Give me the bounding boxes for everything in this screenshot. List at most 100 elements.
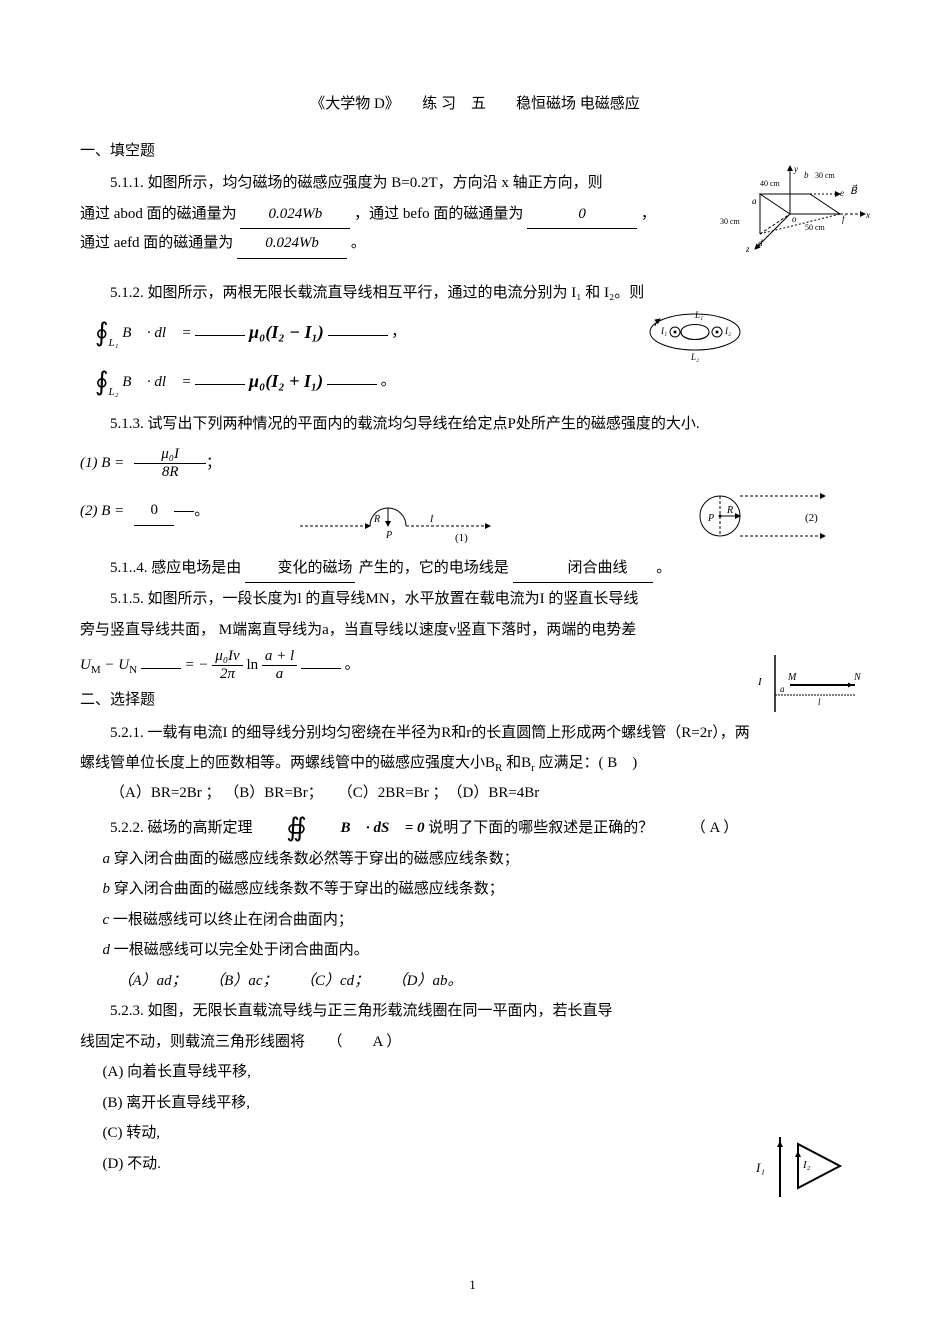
svg-text:I₁: I₁ <box>755 1160 765 1175</box>
p513-1-num: μ₀I <box>158 446 182 464</box>
p512-ans2: μ₀(I₂ + I₁) <box>249 360 323 403</box>
svg-text:L₂: L₂ <box>690 352 699 362</box>
p515-frac2: a + l a <box>262 648 297 682</box>
svg-text:d: d <box>758 238 763 248</box>
svg-text:R: R <box>373 514 380 525</box>
figure-513-2-svg: P R (2) <box>675 486 845 546</box>
section-1-heading: 一、填空题 <box>80 137 870 166</box>
figure-515-svg: I M N a l <box>750 650 870 720</box>
p511-text-c2: 。 <box>351 235 366 251</box>
oiint-icon: ∯ <box>256 815 307 841</box>
p511-ans2: 0 <box>527 200 637 230</box>
p-513: 5.1.3. 试写出下列两种情况的平面内的载流均匀导线在给定点P处所产生的磁感强… <box>80 410 870 439</box>
figure-513-1: R P I (1) <box>290 486 510 546</box>
svg-text:e: e <box>840 188 844 198</box>
svg-text:I₂: I₂ <box>802 1159 811 1171</box>
figure-523: I₁ I₂ <box>750 1132 860 1202</box>
p514-c: 。 <box>656 560 671 576</box>
svg-text:B⃗: B⃗ <box>850 184 858 197</box>
figure-513-2: P R (2) <box>675 486 845 546</box>
svg-text:I₂: I₂ <box>724 326 731 336</box>
p511-text-c1: 通过 aefd 面的磁通量为 <box>80 235 233 251</box>
p-512: 5.1.2. 如图所示，两根无限长载流直导线相互平行，通过的电流分别为 I₁ 和… <box>80 279 870 308</box>
p513-text: 5.1.3. 试写出下列两种情况的平面内的载流均匀导线在给定点P处所产生的磁感强… <box>110 416 700 432</box>
p512-eq2: ∮L₂ B⃗ · dl⃗ = μ₀(I₂ + I₁) 。 <box>95 360 870 405</box>
svg-text:f: f <box>842 214 846 224</box>
p521-choices: （A）BR=2Br ； （B）BR=Br； （C）2BR=Br ； （D）BR=… <box>110 779 870 808</box>
svg-text:a: a <box>780 684 785 694</box>
oint-icon: ∮ <box>95 320 109 346</box>
p511-text-a: 5.1.1. 如图所示，均匀磁场的磁感应强度为 B=0.2T，方向沿 x 轴正方… <box>110 175 603 191</box>
p513-1: (1) B = μ₀I 8R ； <box>80 446 870 480</box>
p511-ans3: 0.024Wb <box>237 229 347 259</box>
svg-text:y: y <box>793 164 798 174</box>
figure-515: I M N a l <box>750 650 870 720</box>
p513-1-ans: μ₀I 8R <box>158 446 182 480</box>
svg-text:P: P <box>707 513 714 524</box>
p511-text-b3: ， <box>641 206 656 222</box>
p-523-a: 5.2.3. 如图，无限长直载流导线与正三角形载流线圈在同一平面内，若长直导 <box>80 997 720 1026</box>
p515-frac1: μ₀Iv 2π <box>212 648 242 682</box>
p513-2-lbl: (2) B = <box>80 497 124 526</box>
p514-b: 产生的，它的电场线是 <box>359 560 509 576</box>
svg-text:L₁: L₁ <box>694 310 703 320</box>
p-511-line2: 通过 abod 面的磁通量为 0.024Wb ，通过 befo 面的磁通量为 0… <box>80 200 720 230</box>
svg-text:I: I <box>429 514 434 525</box>
svg-text:30 cm: 30 cm <box>815 171 836 180</box>
p512-bdl: B⃗ · dl⃗ = <box>122 315 191 351</box>
svg-text:z: z <box>745 244 750 254</box>
p515-UM: UM − UN <box>80 649 137 682</box>
figure-512-svg: I₁ I₂ L₁ L₂ <box>635 304 765 364</box>
p513-1-den: 8R <box>158 464 182 481</box>
p513-1-lbl: (1) B = <box>80 449 124 478</box>
svg-text:I₁: I₁ <box>660 326 667 336</box>
svg-text:I: I <box>757 676 763 688</box>
p523-A: (A) 向着长直导线平移, <box>103 1058 871 1087</box>
figure-523-svg: I₁ I₂ <box>750 1132 860 1202</box>
p511-text-b1: 通过 abod 面的磁通量为 <box>80 206 237 222</box>
p522-opt-b: b 穿入闭合曲面的磁感应线条数不等于穿出的磁感应线条数； <box>103 875 871 904</box>
p522-opt-d: d 一根磁感线可以完全处于闭合曲面内。 <box>103 936 871 965</box>
svg-text:N: N <box>853 672 862 683</box>
figure-513-1-svg: R P I (1) <box>290 486 510 546</box>
p512-end1: ， <box>391 324 406 340</box>
p522-choices: （A）ad； （B）ac； （C）cd； （D）ab。 <box>118 967 871 996</box>
p514-ans1: 变化的磁场 <box>245 554 355 584</box>
p512-l2: L₂ <box>109 379 119 405</box>
p512-l1: L₁ <box>109 330 119 356</box>
p-521-b: 螺线管单位长度上的匝数相等。两螺线管中的磁感应强度大小BR 和Br 应满足：( … <box>80 749 870 779</box>
figure-512-loops: I₁ I₂ L₁ L₂ <box>635 304 765 364</box>
p512-bdl2: B⃗ · dl⃗ = <box>122 364 191 400</box>
p513-1-end: ； <box>206 449 221 478</box>
svg-text:x: x <box>865 210 870 220</box>
svg-text:o: o <box>792 214 797 224</box>
p-511-line1: 5.1.1. 如图所示，均匀磁场的磁感应强度为 B=0.2T，方向沿 x 轴正方… <box>80 169 720 198</box>
p514-a: 5.1..4. 感应电场是由 <box>110 560 241 576</box>
svg-text:(2): (2) <box>805 512 818 524</box>
oint-icon: ∮ <box>95 369 109 395</box>
p511-ans1: 0.024Wb <box>240 200 350 230</box>
page-title: 《大学物 D》 练 习 五 稳恒磁场 电磁感应 <box>80 90 870 119</box>
svg-text:30 cm: 30 cm <box>720 217 741 226</box>
svg-text:(1): (1) <box>455 532 468 544</box>
svg-text:l: l <box>818 697 821 707</box>
p513-2-end: 。 <box>194 497 209 526</box>
p-515-b: 旁与竖直导线共面， M端离直导线为a，当直导线以速度v竖直下落时，两端的电势差 <box>80 616 720 645</box>
p512-text: 5.1.2. 如图所示，两根无限长载流直导线相互平行，通过的电流分别为 I₁ 和… <box>110 285 644 301</box>
p-515-a: 5.1.5. 如图所示，一段长度为l 的直导线MN，水平放置在载电流为I 的竖直… <box>80 585 720 614</box>
svg-text:40 cm: 40 cm <box>760 179 781 188</box>
figure-511-box: y x z b e a o f d 30 cm 40 cm 30 cm 50 c… <box>710 164 870 254</box>
svg-text:b: b <box>804 170 809 180</box>
p515-eq-sign: = − <box>185 649 209 682</box>
p-511-line3: 通过 aefd 面的磁通量为 0.024Wb 。 <box>80 229 720 259</box>
p-521-a: 5.2.1. 一载有电流I 的细导线分别均匀密绕在半径为R和r的长直圆筒上形成两… <box>80 719 870 748</box>
p522-opt-a: a 穿入闭合曲面的磁感应线条数必然等于穿出的磁感应线条数； <box>103 845 871 874</box>
p523-B: (B) 离开长直导线平移, <box>103 1089 871 1118</box>
p512-ans1: μ₀(I₂ − I₁) <box>249 311 324 354</box>
p513-2-ans: 0 <box>134 496 174 526</box>
p-522: 5.2.2. 磁场的高斯定理 ∯ B⃗ · dS⃗ = 0 说明了下面的哪些叙述… <box>80 814 870 843</box>
svg-text:a: a <box>752 196 757 206</box>
p514-ans2: 闭合曲线 <box>513 554 653 584</box>
p515-ln: ln <box>246 649 258 682</box>
svg-text:50 cm: 50 cm <box>805 223 826 232</box>
